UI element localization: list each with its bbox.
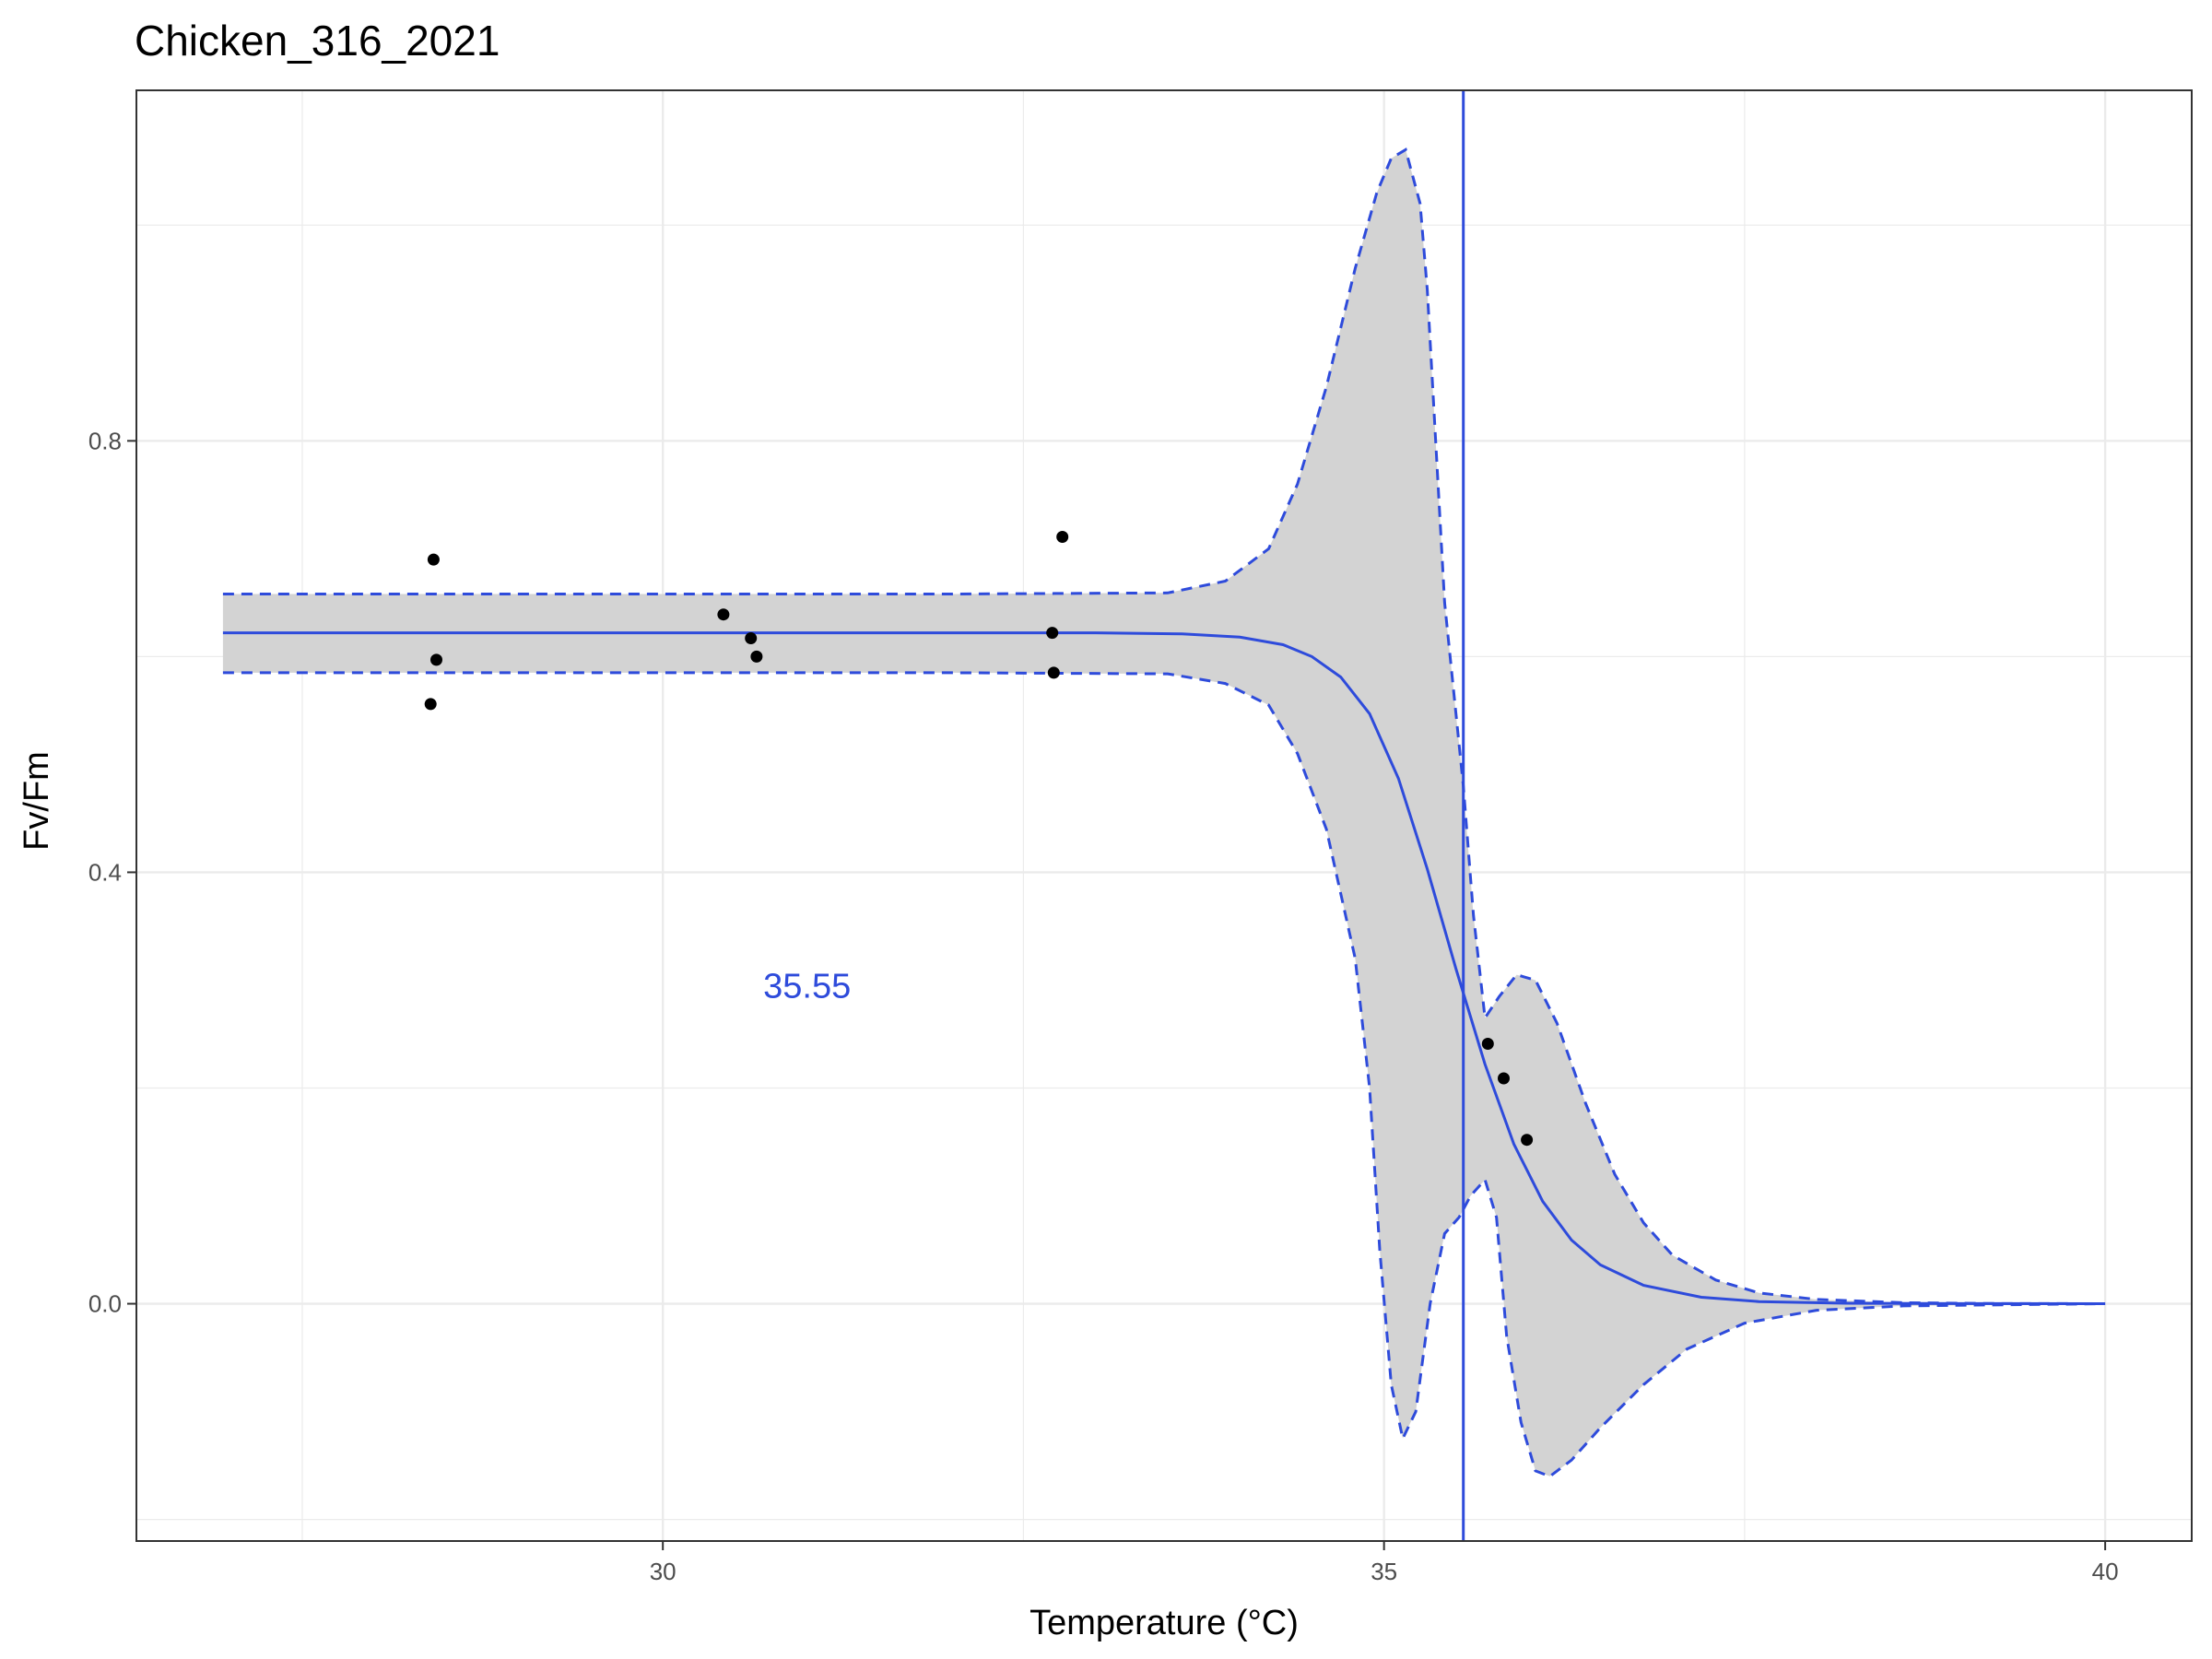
data-point: [745, 632, 758, 644]
data-point: [750, 650, 763, 663]
fit-layer: [222, 631, 2106, 1305]
data-point: [1047, 666, 1060, 679]
x-axis-label: Temperature (°C): [1030, 1604, 1299, 1642]
data-point: [427, 553, 440, 566]
data-point: [1481, 1038, 1494, 1050]
x-tick-label: 30: [650, 1558, 677, 1585]
y-axis-label: Fv/Fm: [18, 751, 56, 851]
panel-border: [135, 89, 2193, 1542]
x-tick-label: 40: [2092, 1558, 2119, 1585]
data-point: [1056, 531, 1069, 543]
x-tick-label: 35: [1371, 1558, 1397, 1585]
chart-title: Chicken_316_2021: [135, 17, 500, 65]
y-tick-label: 0.0: [88, 1290, 122, 1318]
data-point: [1521, 1134, 1534, 1147]
upper-confidence-line: [222, 147, 2106, 1305]
data-point: [424, 698, 437, 711]
x-axis-ticks: 30 35 40: [650, 1541, 2119, 1585]
y-tick-label: 0.4: [88, 858, 122, 886]
data-point: [1498, 1072, 1510, 1085]
confidence-band: [222, 147, 2106, 1478]
lower-confidence-line: [222, 671, 2106, 1478]
y-tick-label: 0.8: [88, 427, 122, 454]
y-axis-ticks: 0.0 0.4 0.8: [88, 427, 136, 1318]
data-point: [430, 653, 442, 666]
fit-curve: [222, 631, 2106, 1305]
data-point: [717, 608, 730, 621]
data-point: [1046, 627, 1059, 640]
points-layer: [424, 531, 1534, 1147]
threshold-value-label: 35.55: [763, 967, 851, 1006]
